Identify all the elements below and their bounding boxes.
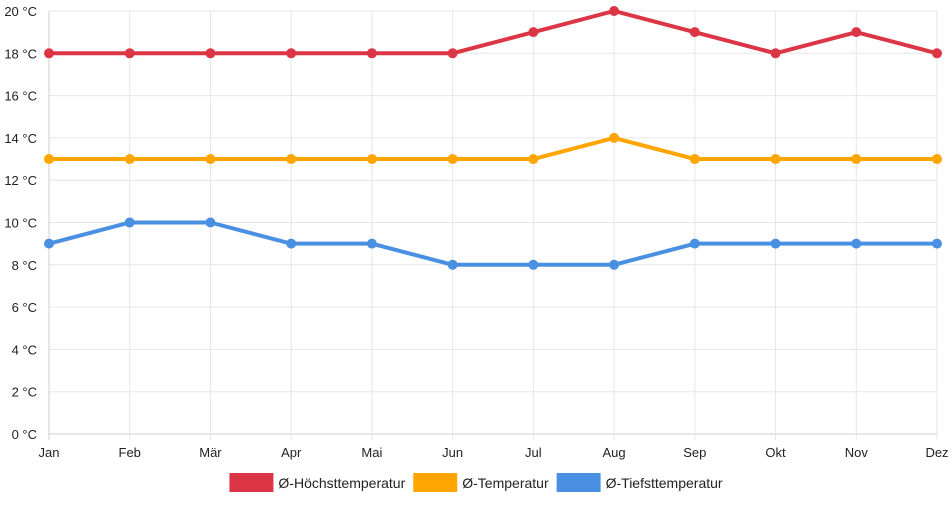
data-point[interactable] — [44, 154, 54, 165]
y-tick-label: 4 °C — [12, 342, 37, 357]
data-point[interactable] — [851, 238, 862, 249]
data-point[interactable] — [286, 48, 297, 59]
x-axis-labels: Jan Feb Mär Apr Mai Jun Jul Aug Sep Okt Nov Dez — [39, 445, 949, 460]
legend-label: Ø-Tiefsttemperatur — [606, 475, 723, 491]
data-point[interactable] — [528, 259, 539, 270]
data-point[interactable] — [609, 259, 620, 270]
x-tick-label: Jan — [39, 445, 60, 460]
y-tick-label: 16 °C — [4, 89, 37, 104]
series-layer — [44, 6, 942, 270]
y-tick-label: 2 °C — [12, 385, 37, 400]
y-axis-labels: 0 °C 2 °C 4 °C 6 °C 8 °C 10 °C 12 °C 14 °C 16 °C… — [4, 4, 37, 442]
series-line-2 — [48, 220, 937, 267]
data-point[interactable] — [932, 154, 942, 165]
legend: Ø-Höchsttemperatur Ø-Temperatur Ø-Tiefstte… — [229, 473, 723, 492]
legend-item[interactable]: Ø-Höchsttemperatur — [229, 473, 406, 492]
data-point[interactable] — [44, 48, 54, 59]
data-point[interactable] — [205, 217, 216, 228]
data-point[interactable] — [689, 154, 700, 165]
data-point[interactable] — [609, 132, 620, 143]
data-point[interactable] — [447, 259, 458, 270]
y-tick-label: 10 °C — [4, 216, 37, 231]
legend-item[interactable]: Ø-Tiefsttemperatur — [556, 473, 723, 492]
y-tick-label: 8 °C — [12, 258, 37, 273]
grid-layer — [48, 10, 938, 440]
x-tick-label: Sep — [683, 445, 706, 460]
data-point[interactable] — [609, 6, 620, 16]
data-point[interactable] — [205, 154, 216, 165]
data-point[interactable] — [286, 154, 297, 165]
y-tick-label: 0 °C — [12, 427, 37, 442]
data-point[interactable] — [932, 48, 942, 59]
x-tick-label: Feb — [119, 445, 141, 460]
data-point[interactable] — [770, 154, 781, 165]
data-point[interactable] — [851, 27, 862, 38]
legend-label: Ø-Höchsttemperatur — [278, 475, 405, 491]
y-tick-label: 18 °C — [4, 46, 37, 61]
y-tick-label: 14 °C — [4, 131, 37, 146]
x-tick-label: Jun — [442, 445, 463, 460]
data-point[interactable] — [124, 48, 135, 59]
data-point[interactable] — [205, 48, 216, 59]
y-tick-label: 6 °C — [12, 300, 37, 315]
data-point[interactable] — [770, 48, 781, 59]
x-tick-label: Apr — [281, 445, 302, 460]
y-tick-label: 20 °C — [4, 4, 37, 19]
legend-swatch — [229, 473, 274, 492]
data-point[interactable] — [286, 238, 297, 249]
legend-swatch — [556, 473, 601, 492]
data-point[interactable] — [124, 217, 135, 228]
x-tick-label: Jul — [525, 445, 542, 460]
series-line-0 — [49, 9, 938, 56]
data-point[interactable] — [851, 154, 862, 165]
data-point[interactable] — [528, 27, 539, 38]
data-point[interactable] — [689, 27, 700, 38]
data-point[interactable] — [689, 238, 700, 249]
data-point[interactable] — [366, 238, 377, 249]
x-tick-label: Dez — [925, 445, 948, 460]
x-tick-label: Aug — [603, 445, 626, 460]
data-point[interactable] — [447, 154, 458, 165]
y-tick-label: 12 °C — [4, 173, 37, 188]
data-point[interactable] — [366, 48, 377, 59]
legend-item[interactable]: Ø-Temperatur — [413, 473, 549, 492]
data-point[interactable] — [528, 154, 539, 165]
x-tick-label: Okt — [765, 445, 786, 460]
data-point[interactable] — [366, 154, 377, 165]
data-point[interactable] — [447, 48, 458, 59]
data-point[interactable] — [932, 238, 942, 249]
series-line-1 — [49, 135, 937, 162]
legend-swatch — [413, 473, 458, 492]
data-point[interactable] — [124, 154, 135, 165]
legend-label: Ø-Temperatur — [462, 475, 549, 491]
data-point[interactable] — [44, 238, 54, 249]
x-tick-label: Mär — [199, 445, 222, 460]
data-point[interactable] — [770, 238, 781, 249]
x-tick-label: Mai — [361, 445, 382, 460]
x-tick-label: Nov — [845, 445, 869, 460]
